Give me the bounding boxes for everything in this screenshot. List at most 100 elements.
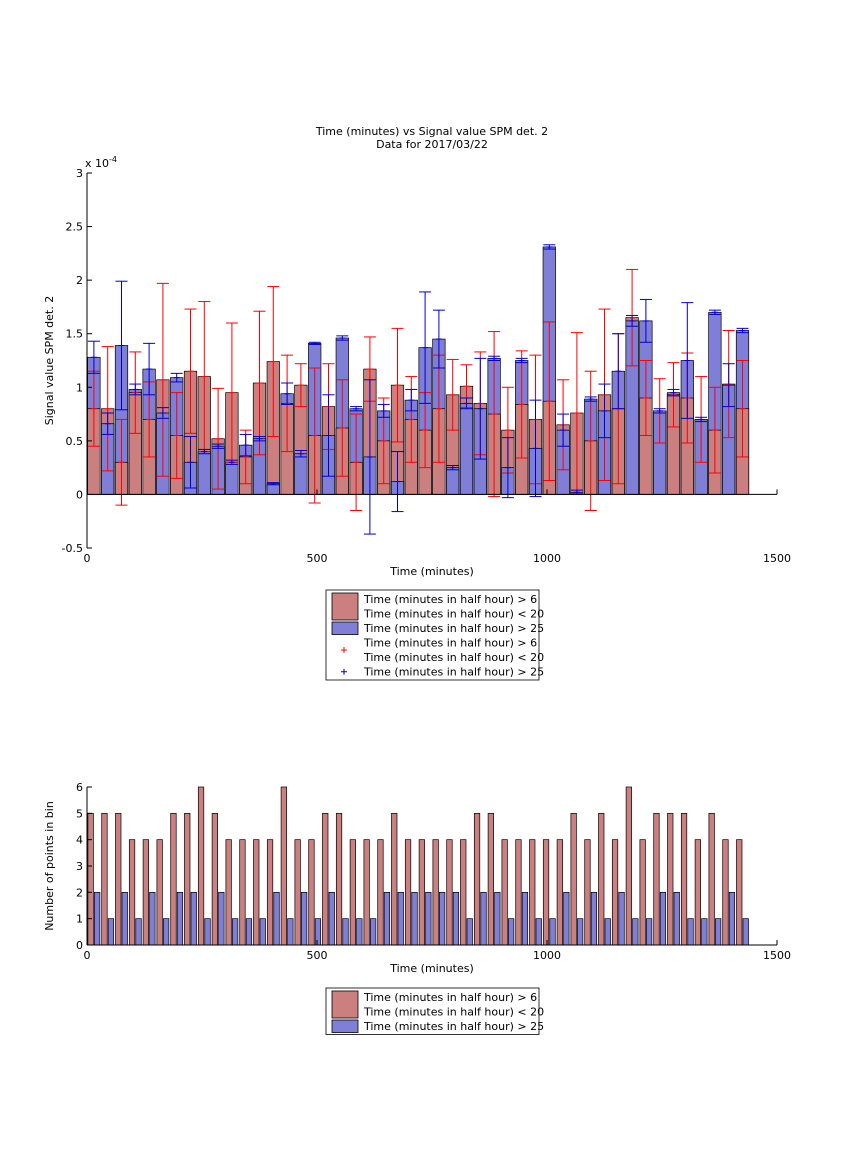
- y-tick-label: 2: [76, 274, 83, 287]
- y-scale-label: x 10-4: [85, 155, 117, 170]
- legend-label: Time (minutes in half hour) > 6: [363, 593, 537, 606]
- bar: [625, 786, 632, 946]
- legend-box: [325, 589, 540, 681]
- error-bar: [253, 310, 266, 456]
- error-bar: [101, 346, 114, 472]
- error-bar: [115, 418, 128, 506]
- bar: [446, 839, 453, 946]
- bar: [667, 812, 674, 946]
- error-bar: [170, 372, 183, 383]
- bar: [722, 839, 729, 946]
- bar: [584, 839, 591, 946]
- error-bar: [156, 407, 169, 419]
- bar: [170, 812, 177, 946]
- legend-swatch: [331, 592, 359, 621]
- x-tick-label: 500: [307, 949, 328, 962]
- bar: [142, 839, 149, 946]
- x-axis-label: Time (minutes): [389, 962, 474, 975]
- bar: [632, 918, 639, 946]
- error-bar: [87, 340, 100, 374]
- bar: [322, 812, 329, 946]
- error-bar: [501, 437, 514, 499]
- bar: [549, 918, 556, 946]
- bar: [590, 891, 598, 946]
- error-bar: [543, 321, 556, 481]
- error-bar: [515, 357, 528, 364]
- y-tick-label: 2: [76, 886, 83, 899]
- error-bar: [363, 379, 376, 535]
- bar: [383, 891, 391, 946]
- error-bar: [736, 327, 749, 334]
- bar: [335, 812, 343, 946]
- error-bar: [639, 360, 652, 436]
- error-bar: [198, 448, 211, 455]
- bar: [611, 839, 619, 946]
- error-bar: [557, 413, 570, 447]
- bar: [190, 891, 197, 946]
- bar: [121, 891, 128, 946]
- y-scale-base: x 10: [85, 157, 109, 170]
- legend-label: Time (minutes in half hour) > 25: [363, 622, 544, 635]
- bar: [87, 812, 94, 946]
- error-bar: [184, 308, 197, 434]
- legend-swatch: [331, 1019, 359, 1033]
- bar: [535, 918, 542, 946]
- legend-label: Time (minutes in half hour) > 6: [363, 637, 537, 650]
- bar: [135, 918, 142, 946]
- bar: [604, 918, 611, 946]
- bar: [446, 467, 460, 495]
- y-tick-label: 0.5: [66, 435, 84, 448]
- bar: [149, 891, 156, 946]
- error-bar: [626, 315, 639, 327]
- bar: [259, 918, 266, 946]
- error-bar: [584, 396, 597, 402]
- bar: [273, 891, 280, 946]
- bar: [163, 918, 170, 946]
- bar: [328, 891, 335, 946]
- chart-title: Data for 2017/03/22: [376, 138, 488, 151]
- x-tick-label: 0: [84, 552, 91, 565]
- x-tick-label: 1000: [533, 552, 561, 565]
- error-bar: [308, 341, 321, 345]
- legend-swatch: [331, 621, 359, 635]
- bar: [618, 891, 625, 946]
- bar: [432, 839, 439, 946]
- bar: [659, 891, 667, 946]
- bar: [239, 839, 246, 946]
- bar: [501, 839, 508, 946]
- bar: [556, 839, 563, 946]
- error-bar: [432, 309, 445, 369]
- y-tick-label: 1: [76, 381, 83, 394]
- legend-label: Time (minutes in half hour) < 20: [363, 608, 544, 621]
- legend-label: Time (minutes in half hour) < 20: [363, 651, 544, 664]
- y-tick-label: 2.5: [66, 221, 84, 234]
- error-bar: [170, 392, 183, 479]
- bar: [397, 891, 404, 946]
- legend-label: Time (minutes in half hour) > 25: [363, 666, 544, 679]
- bar: [529, 839, 536, 946]
- error-bar: [115, 280, 128, 411]
- bar: [287, 918, 294, 946]
- error-bar: [736, 360, 749, 458]
- error-bar: [225, 459, 238, 465]
- x-tick-label: 1500: [763, 949, 791, 962]
- bar: [480, 891, 487, 946]
- error-bar: [336, 379, 349, 477]
- error-bar: [267, 482, 280, 486]
- bar: [294, 453, 308, 495]
- error-bar: [294, 450, 307, 458]
- error-bar: [129, 383, 142, 396]
- bar: [459, 403, 474, 495]
- error-bar: [584, 370, 597, 511]
- bar: [204, 918, 211, 946]
- bar: [487, 812, 494, 946]
- bar: [211, 812, 218, 946]
- bar: [466, 918, 473, 946]
- bar: [452, 891, 460, 946]
- error-bar: [101, 412, 114, 435]
- bar: [225, 461, 239, 495]
- y-tick-label: 4: [76, 834, 83, 847]
- bar: [425, 891, 432, 946]
- bar: [404, 839, 412, 946]
